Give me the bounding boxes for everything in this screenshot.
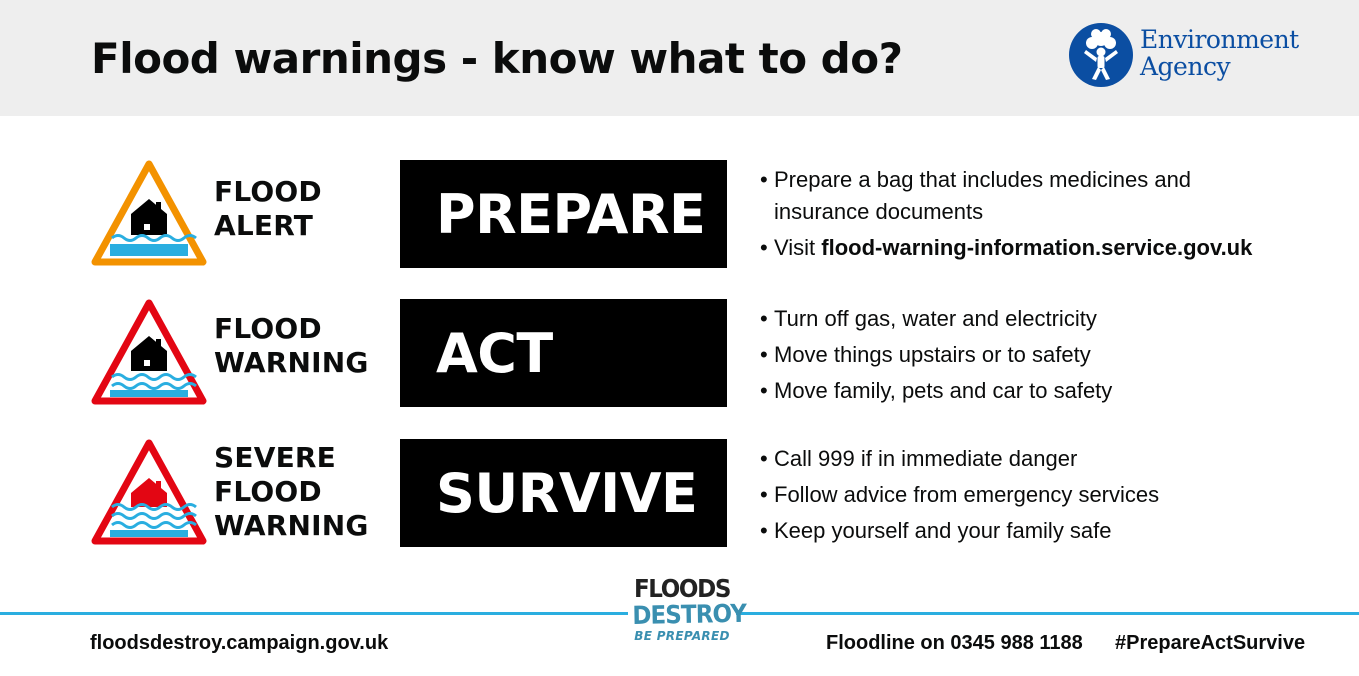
- action-item: Move family, pets and car to safety: [760, 375, 1112, 407]
- flood-warning-sign-icon: [91, 299, 207, 405]
- floods-destroy-logo: FLOODS DESTROY BE PREPARED: [628, 574, 747, 658]
- action-item: Prepare a bag that includes medicines an…: [760, 164, 1252, 228]
- label-line: WARNING: [214, 346, 369, 379]
- campaign-hashtag: #PrepareActSurvive: [1115, 632, 1306, 654]
- header-bar: Flood warnings - know what to do? Enviro…: [0, 0, 1359, 116]
- environment-agency-emblem-icon: [1069, 23, 1133, 87]
- action-item: Move things upstairs or to safety: [760, 339, 1112, 371]
- prepare-action-box: PREPARE: [400, 160, 727, 268]
- floods-destroy-logo-line-1: FLOODS: [633, 574, 731, 603]
- label-line: FLOOD: [214, 175, 322, 208]
- floodline-number: Floodline on 0345 988 1188: [826, 632, 1083, 654]
- flood-alert-row: FLOOD ALERT PREPARE Prepare a bag that i…: [0, 158, 1359, 268]
- action-item: Visit flood-warning-information.service.…: [760, 232, 1252, 264]
- flood-info-link[interactable]: flood-warning-information.service.gov.uk: [821, 235, 1253, 260]
- action-item: Keep yourself and your family safe: [760, 515, 1159, 547]
- action-item: Call 999 if in immediate danger: [760, 443, 1159, 475]
- act-action-box: ACT: [400, 299, 727, 407]
- flood-alert-label: FLOOD ALERT: [214, 175, 322, 243]
- floods-destroy-logo-line-3: BE PREPARED: [634, 629, 730, 643]
- action-text: Visit: [774, 235, 822, 260]
- logo-line-1: Environment: [1140, 25, 1299, 54]
- floods-destroy-logo-line-2: DESTROY: [632, 598, 747, 630]
- label-line: FLOOD: [214, 312, 322, 345]
- label-line: SEVERE: [214, 441, 336, 474]
- label-line: ALERT: [214, 209, 314, 242]
- flood-alert-sign-icon: [91, 160, 207, 266]
- label-line: FLOOD: [214, 475, 322, 508]
- label-line: WARNING: [214, 509, 369, 542]
- survive-action-box: SURVIVE: [400, 439, 727, 547]
- act-actions-list: Turn off gas, water and electricity Move…: [760, 303, 1112, 411]
- prepare-actions-list: Prepare a bag that includes medicines an…: [760, 164, 1252, 268]
- flood-warning-label: FLOOD WARNING: [214, 312, 369, 380]
- environment-agency-wordmark: Environment Agency: [1140, 26, 1299, 80]
- action-item: Follow advice from emergency services: [760, 479, 1159, 511]
- severe-flood-warning-label: SEVERE FLOOD WARNING: [214, 441, 369, 543]
- action-text: Prepare a bag that includes medicines an…: [774, 167, 1192, 192]
- campaign-website-link[interactable]: floodsdestroy.campaign.gov.uk: [90, 632, 389, 654]
- flood-warning-row: FLOOD WARNING ACT Turn off gas, water an…: [0, 297, 1359, 407]
- environment-agency-logo: Environment Agency: [1068, 22, 1308, 90]
- survive-actions-list: Call 999 if in immediate danger Follow a…: [760, 443, 1159, 551]
- severe-flood-warning-sign-icon: [91, 439, 207, 545]
- action-item: Turn off gas, water and electricity: [760, 303, 1112, 335]
- action-text: insurance documents: [774, 199, 984, 224]
- page-title: Flood warnings - know what to do?: [91, 34, 903, 83]
- severe-flood-warning-row: SEVERE FLOOD WARNING SURVIVE Call 999 if…: [0, 437, 1359, 547]
- logo-line-2: Agency: [1140, 52, 1231, 81]
